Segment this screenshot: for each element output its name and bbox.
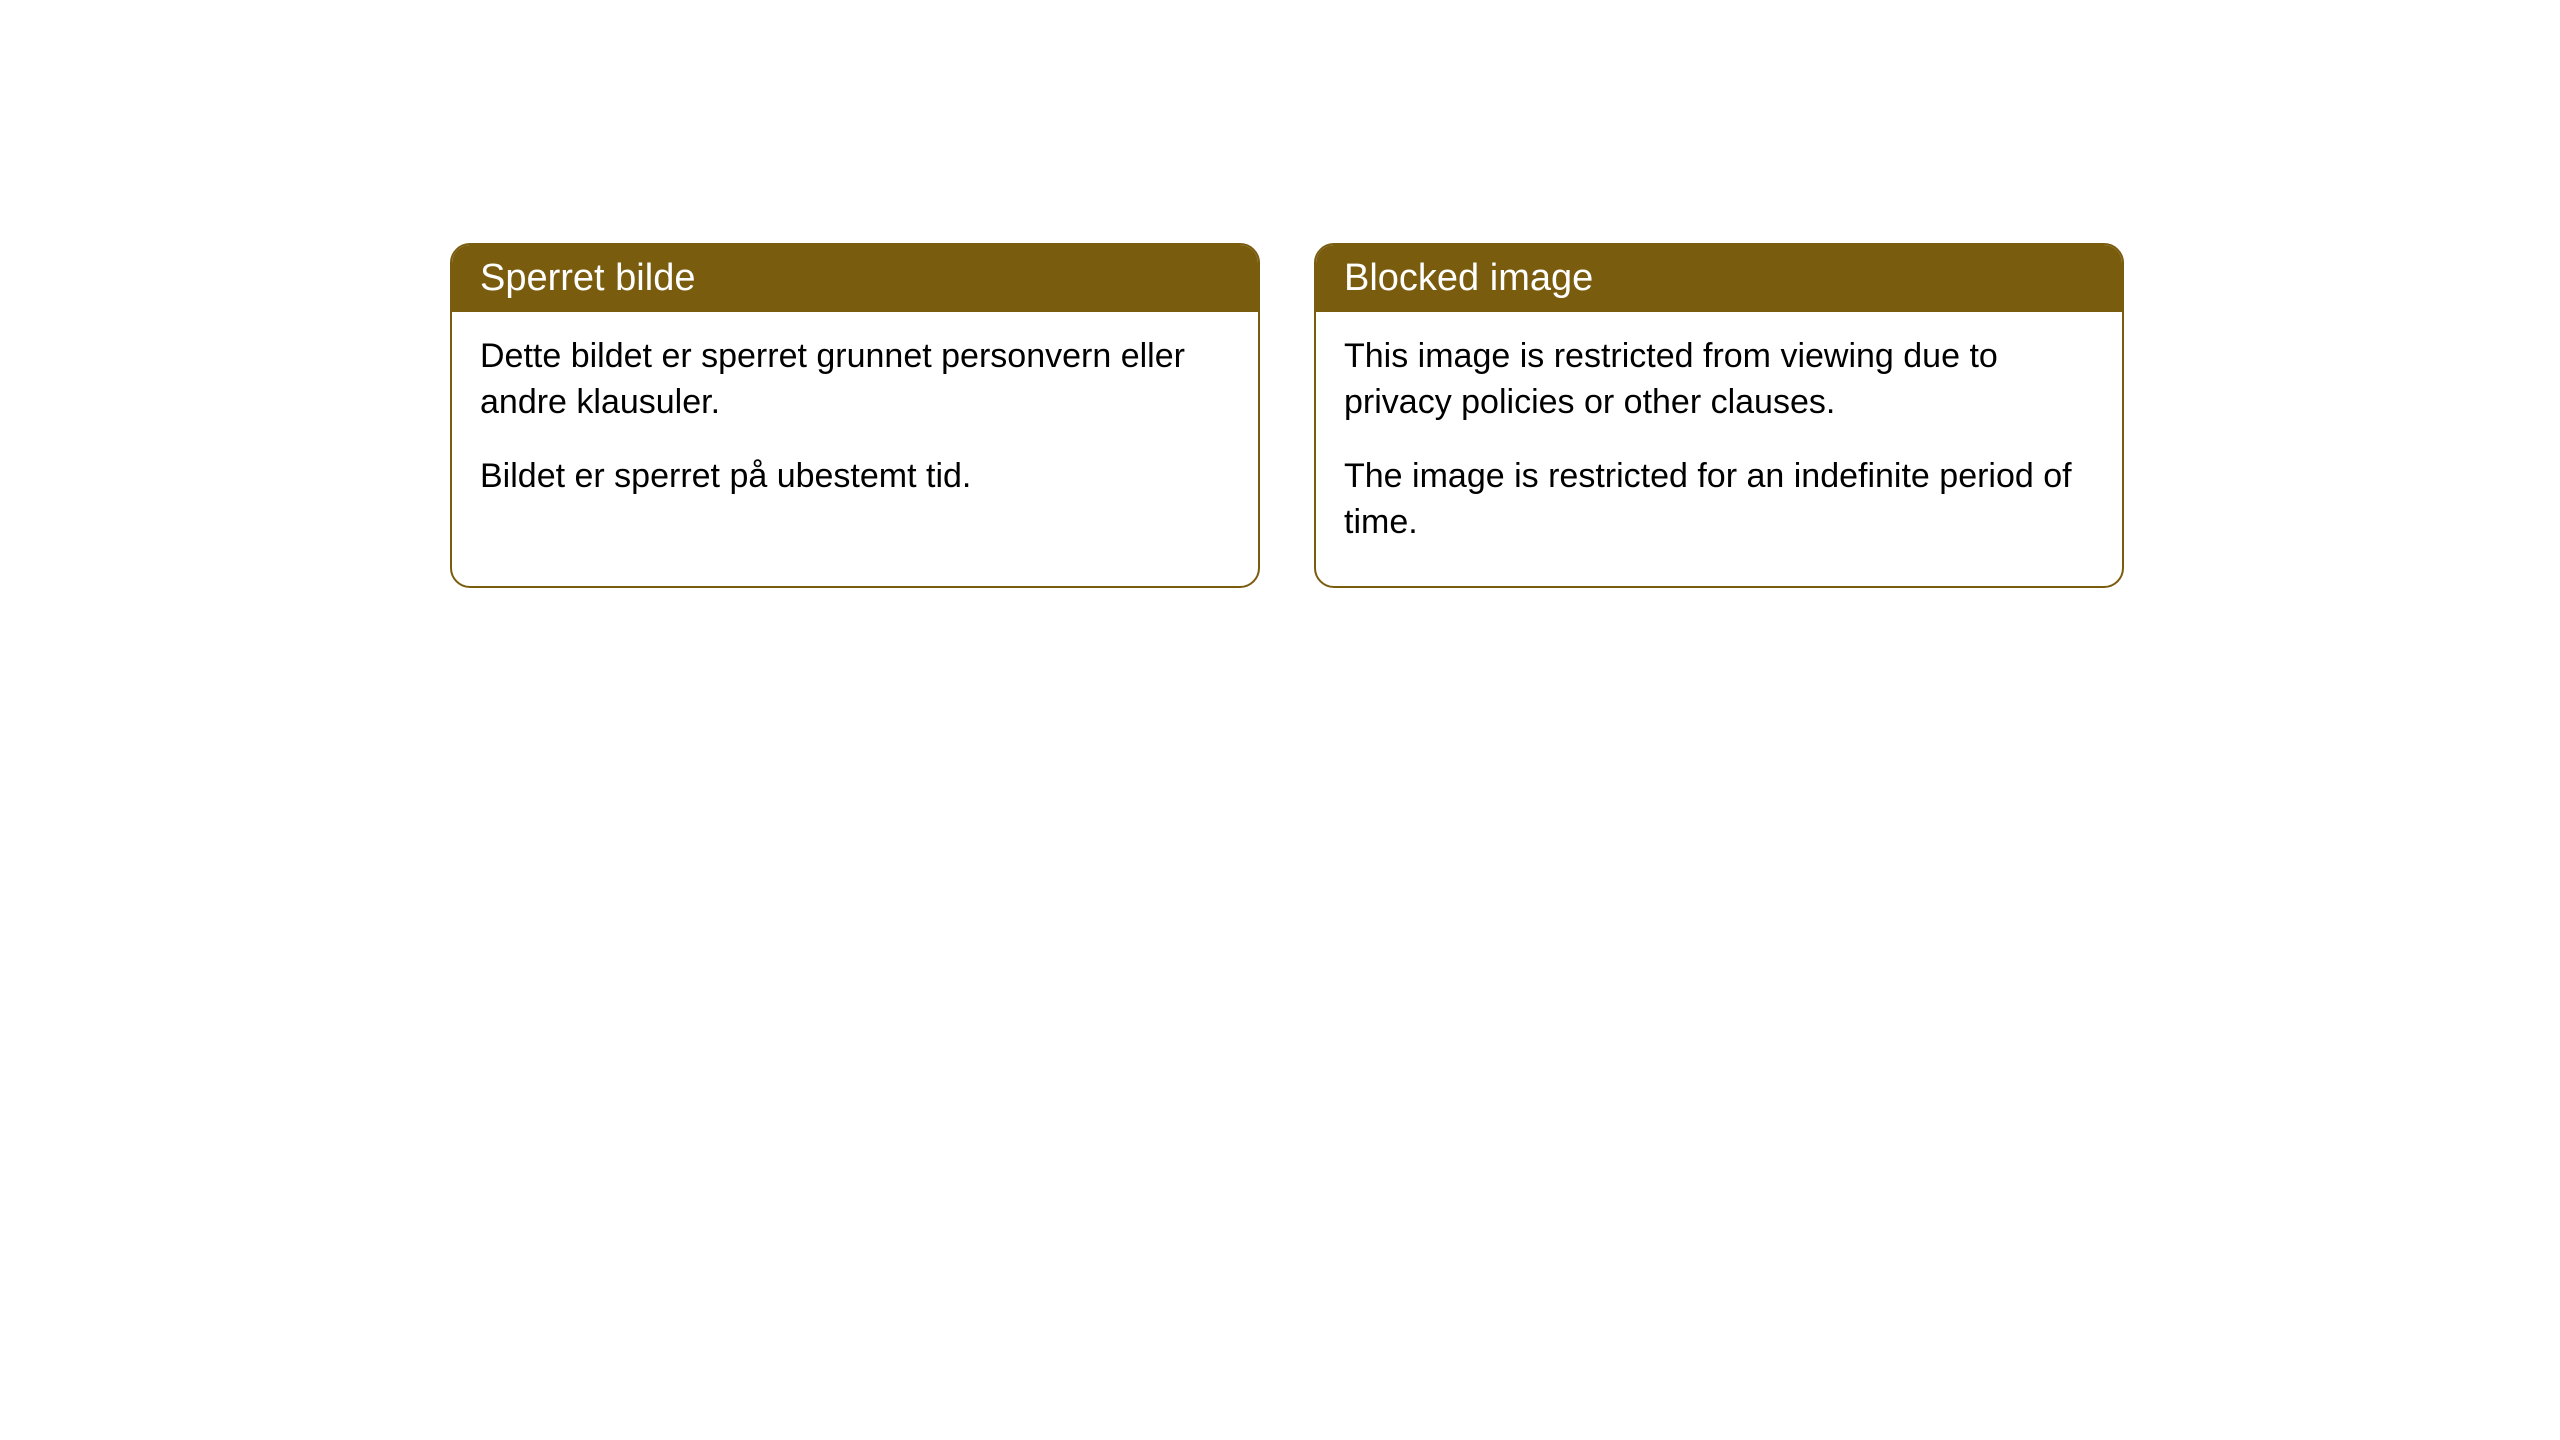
card-body: This image is restricted from viewing du… — [1316, 312, 2122, 586]
notice-card-norwegian: Sperret bilde Dette bildet er sperret gr… — [450, 243, 1260, 588]
card-paragraph: The image is restricted for an indefinit… — [1344, 454, 2094, 546]
card-paragraph: Dette bildet er sperret grunnet personve… — [480, 334, 1230, 426]
card-body: Dette bildet er sperret grunnet personve… — [452, 312, 1258, 540]
notice-cards-container: Sperret bilde Dette bildet er sperret gr… — [450, 243, 2124, 588]
card-title: Blocked image — [1344, 257, 1593, 299]
card-paragraph: This image is restricted from viewing du… — [1344, 334, 2094, 426]
card-title: Sperret bilde — [480, 257, 695, 299]
card-paragraph: Bildet er sperret på ubestemt tid. — [480, 454, 1230, 500]
card-header: Sperret bilde — [452, 245, 1258, 312]
card-header: Blocked image — [1316, 245, 2122, 312]
notice-card-english: Blocked image This image is restricted f… — [1314, 243, 2124, 588]
